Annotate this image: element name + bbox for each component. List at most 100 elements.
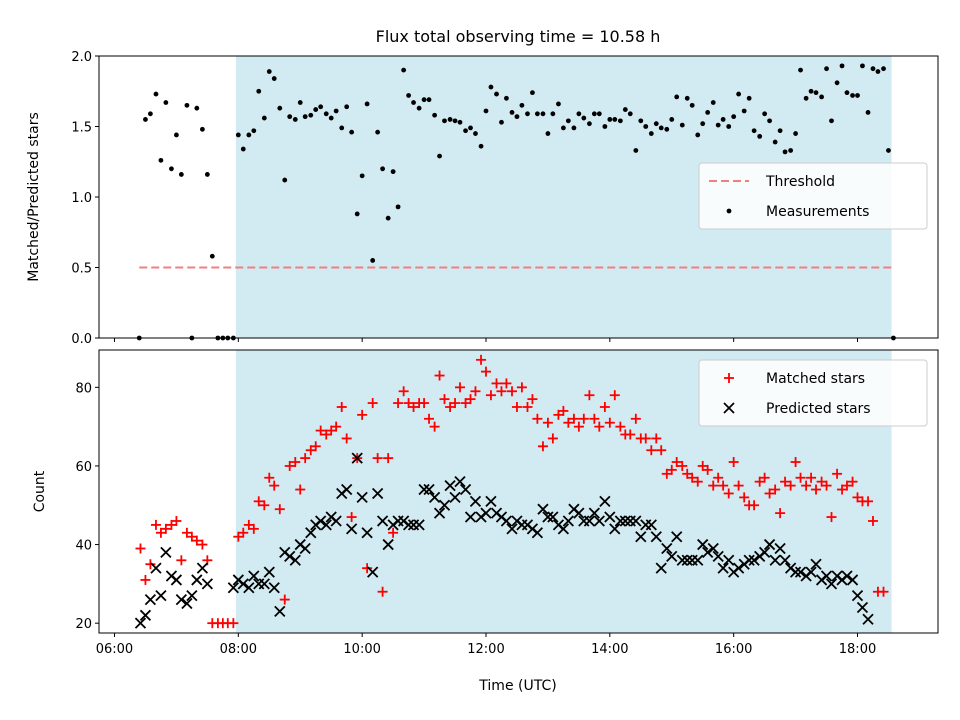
predicted-stars-point-b: [547, 511, 559, 523]
y-tick-label: 1.0: [71, 191, 92, 206]
matched-stars-point: [357, 409, 368, 420]
predicted-stars-point-b: [681, 554, 693, 566]
matched-stars-point: [450, 398, 461, 409]
predicted-stars-point-b: [469, 495, 482, 507]
predicted-stars-point: [438, 499, 451, 511]
measurements-point: [664, 126, 670, 132]
matched-stars-point: [863, 496, 874, 507]
measurements-point: [395, 204, 401, 210]
matched-stars-point: [615, 421, 626, 432]
measurements-point: [235, 132, 241, 138]
matched-stars-point: [290, 457, 301, 468]
predicted-stars-point: [341, 483, 353, 496]
predicted-stars-point-b: [676, 554, 688, 566]
matched-stars-point: [150, 519, 161, 530]
predicted-stars-point: [382, 538, 394, 551]
matched-stars-point: [563, 417, 574, 428]
predicted-stars-point-b: [609, 523, 621, 535]
measurements-point: [757, 133, 763, 139]
matched-stars-point: [640, 433, 651, 444]
predicted-stars-point: [671, 531, 683, 543]
predicted-stars-point: [604, 511, 616, 523]
y-tick-label: 80: [75, 381, 92, 396]
predicted-stars-point-b: [650, 531, 662, 543]
matched-stars-point: [687, 472, 698, 483]
measurements-point: [819, 94, 824, 100]
measurements-point: [648, 131, 654, 136]
matched-stars-point: [429, 421, 440, 432]
measurements-point: [829, 118, 834, 124]
matched-stars-point: [780, 476, 791, 487]
measurements-point: [406, 93, 411, 98]
matched-stars-point: [238, 527, 249, 538]
measurements-point: [442, 118, 447, 124]
legend-box: [698, 162, 928, 230]
matched-stars-point: [558, 405, 569, 416]
predicted-stars-point: [810, 558, 822, 570]
x-tick-label: 12:00: [467, 642, 504, 657]
measurements-point: [875, 69, 881, 74]
predicted-stars-point: [413, 519, 425, 531]
predicted-stars-point-b: [438, 499, 451, 511]
matched-stars-point: [770, 484, 781, 495]
chart-title: Flux total observing time = 10.58 h: [376, 27, 661, 46]
measurements-point: [200, 126, 205, 132]
predicted-stars-point-b: [175, 593, 187, 606]
matched-stars-point: [656, 445, 667, 456]
measurements-point: [881, 66, 886, 72]
predicted-stars-point: [196, 562, 209, 574]
predicted-stars-point: [449, 491, 461, 504]
measurements-point: [416, 105, 422, 111]
matched-stars-point: [331, 421, 342, 432]
measurements-point: [720, 117, 726, 122]
predicted-stars-point: [609, 523, 621, 535]
predicted-stars-point-b: [274, 605, 286, 618]
predicted-stars-point: [506, 523, 518, 535]
predicted-stars-point-b: [150, 562, 162, 574]
matched-stars-point: [728, 457, 739, 468]
predicted-stars-point-b: [562, 515, 574, 527]
measurements-point: [169, 166, 174, 172]
predicted-stars-point-b: [825, 578, 838, 590]
matched-stars-point: [718, 480, 729, 491]
measurements-point: [736, 91, 742, 97]
measurements-point: [674, 94, 680, 100]
predicted-stars-point: [305, 527, 317, 539]
measurements-point: [824, 66, 829, 72]
matched-stars-point: [625, 429, 636, 440]
y-axis-label: Matched/Predicted stars: [26, 112, 42, 282]
measurements-point: [808, 88, 814, 94]
measurements-point: [633, 148, 639, 153]
predicted-stars-point-b: [557, 523, 570, 535]
predicted-stars-point-b: [299, 542, 311, 555]
measurements-point: [581, 115, 587, 121]
predicted-stars-point-b: [573, 507, 585, 519]
measurements-point: [292, 117, 298, 122]
matched-stars-point: [589, 413, 600, 424]
predicted-stars-point: [315, 515, 327, 527]
predicted-stars-point-b: [263, 566, 275, 578]
predicted-stars-point: [330, 515, 342, 527]
predicted-stars-point-b: [170, 574, 183, 586]
predicted-stars-point-b: [805, 566, 817, 578]
matched-stars-point: [584, 390, 595, 401]
measurements-point: [509, 110, 515, 115]
predicted-stars-point: [681, 554, 693, 566]
predicted-stars-point-b: [697, 538, 709, 551]
predicted-stars-point: [583, 515, 596, 527]
measurements-point: [850, 93, 855, 98]
measurements-point: [339, 125, 345, 131]
predicted-stars-point-b: [758, 546, 771, 559]
predicted-stars-point-b: [841, 570, 853, 582]
matched-stars-point: [594, 421, 605, 432]
measurements-point: [256, 88, 262, 94]
matched-stars-point: [764, 488, 775, 499]
matched-stars-point: [176, 555, 187, 566]
predicted-stars-point-b: [418, 483, 430, 496]
predicted-stars-point-b: [237, 578, 249, 590]
measurements-point: [627, 111, 633, 117]
predicted-stars-point-b: [593, 515, 605, 527]
predicted-stars-point-b: [748, 554, 760, 566]
predicted-stars-point-b: [258, 578, 270, 590]
